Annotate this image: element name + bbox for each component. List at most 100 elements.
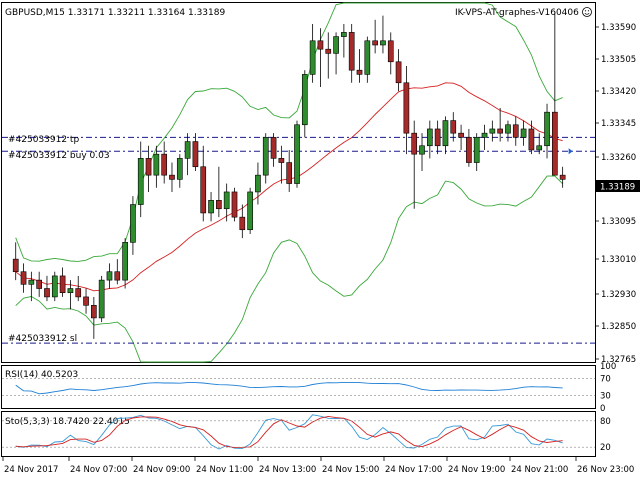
candle xyxy=(348,23,355,83)
candle xyxy=(67,280,74,310)
candle-body xyxy=(380,40,386,46)
candle-body xyxy=(161,153,168,176)
candle-body xyxy=(270,137,277,159)
candle xyxy=(153,145,160,188)
stoch-signal-line xyxy=(15,415,563,449)
candle-body xyxy=(75,288,82,298)
candle-body xyxy=(153,153,160,176)
candle xyxy=(403,65,410,155)
candle xyxy=(208,191,214,222)
candle-body xyxy=(247,191,253,231)
candle xyxy=(395,49,402,92)
candle xyxy=(122,238,128,289)
indicator-name: IK-VPS-AT-graphes-V160406 xyxy=(455,8,579,18)
candle-body xyxy=(169,174,175,180)
candle-body xyxy=(473,137,480,163)
candle xyxy=(239,204,246,239)
symbol-info: GBPUSD,M15 1.33171 1.33211 1.33164 1.331… xyxy=(5,8,225,18)
candle-body xyxy=(317,40,324,50)
time-tick-label: 24 Nov 17:00 xyxy=(385,465,442,475)
stochastic-lines xyxy=(2,414,595,450)
candle xyxy=(114,259,121,285)
candle-body xyxy=(59,275,66,294)
candle xyxy=(137,141,144,218)
rsi-axis: 100 70 30 0 xyxy=(600,362,616,414)
candle-body xyxy=(426,128,433,147)
candle xyxy=(91,296,97,339)
candle-body xyxy=(130,204,136,243)
candle xyxy=(28,271,35,302)
time-tick-label: 24 Nov 11:00 xyxy=(196,465,253,475)
candle-body xyxy=(176,158,183,180)
candle-body xyxy=(137,158,144,205)
main-plot xyxy=(2,2,595,363)
candle-body xyxy=(106,271,113,281)
candle-body xyxy=(512,124,519,138)
stoch-panel-frame xyxy=(1,411,596,457)
smiley-icon xyxy=(582,7,592,17)
candle-body xyxy=(51,275,58,298)
upper-band xyxy=(15,2,563,262)
candle xyxy=(325,32,332,79)
price-axis[interactable]: 1.33590 1.33505 1.33420 1.33345 1.33260 1.330… xyxy=(595,23,636,365)
candle xyxy=(380,15,386,54)
candle xyxy=(20,263,27,293)
candle xyxy=(176,154,183,188)
candle xyxy=(75,275,82,302)
candle-body xyxy=(528,128,535,151)
candle-body xyxy=(184,141,191,159)
candle xyxy=(294,120,300,188)
rsi-tick-label: 0 xyxy=(600,404,605,414)
candle-body xyxy=(387,40,394,63)
candle xyxy=(12,242,19,281)
candle xyxy=(559,166,566,188)
candle-body xyxy=(200,166,207,214)
current-price-tag: 1.33189 xyxy=(596,180,640,193)
candle xyxy=(489,120,496,142)
candle-body xyxy=(348,32,355,71)
svg-text:1.33189: 1.33189 xyxy=(600,183,635,193)
candle xyxy=(145,145,152,192)
candle xyxy=(98,275,105,323)
candle-body xyxy=(286,162,293,184)
candle-body xyxy=(44,288,50,298)
candle-body xyxy=(294,124,300,184)
candle xyxy=(169,162,175,192)
candle xyxy=(411,120,418,209)
candle xyxy=(544,103,550,159)
time-tick-label: 24 Nov 13:00 xyxy=(259,465,316,475)
candle xyxy=(426,120,433,159)
candle xyxy=(450,112,457,142)
candle xyxy=(481,124,488,150)
time-tick-label: 24 Nov 09:00 xyxy=(133,465,190,475)
candle xyxy=(51,271,58,302)
time-axis[interactable]: 24 Nov 2017 24 Nov 07:00 24 Nov 09:00 24 No… xyxy=(2,457,634,475)
candle-body xyxy=(239,216,246,231)
rsi-tick-label: 30 xyxy=(600,391,611,401)
candle xyxy=(231,187,238,222)
candle-body xyxy=(536,145,543,151)
lower-band xyxy=(15,175,564,363)
candle xyxy=(333,32,339,75)
candle xyxy=(419,133,425,171)
stoch-label: Sto(5,3,3) 18.7420 22.4015 xyxy=(5,417,130,427)
candle xyxy=(512,116,519,146)
candle xyxy=(497,107,503,142)
candle-body xyxy=(325,48,332,54)
candle-body xyxy=(481,132,488,138)
candle-body xyxy=(458,132,464,138)
candle xyxy=(130,196,136,255)
candle xyxy=(278,145,285,184)
candle xyxy=(341,23,347,58)
candle-body xyxy=(372,40,378,46)
candle-body xyxy=(231,191,238,218)
candle xyxy=(286,149,293,192)
candle-body xyxy=(192,141,199,168)
candle xyxy=(184,133,191,176)
candle xyxy=(262,133,269,184)
candle-body xyxy=(20,271,27,285)
candle-body xyxy=(208,200,214,214)
position-arrow-icon xyxy=(568,148,573,155)
candle-body xyxy=(411,132,418,155)
